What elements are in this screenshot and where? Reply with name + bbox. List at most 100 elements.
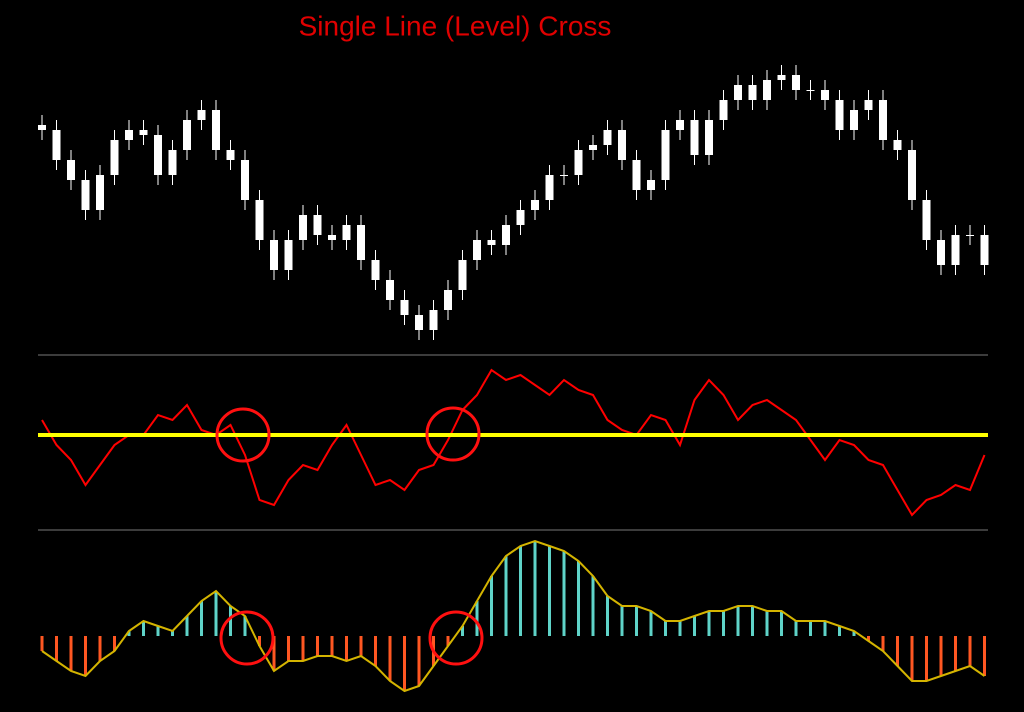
histogram-bar (185, 616, 189, 636)
candle-body (719, 100, 728, 120)
candle-body (618, 130, 626, 160)
histogram-bar (490, 576, 493, 636)
cross-circle (215, 407, 271, 463)
candle-body (110, 140, 119, 175)
histogram-bar (113, 636, 116, 651)
candle-body (487, 240, 496, 245)
candle-body (850, 110, 858, 130)
candle-body (705, 120, 713, 155)
histogram-bar (127, 631, 131, 636)
histogram-bar (751, 606, 754, 636)
histogram-bar (272, 636, 276, 671)
histogram-bar (867, 636, 870, 641)
candle-body (67, 160, 75, 180)
candle-body (96, 175, 104, 210)
histogram-bar (548, 546, 551, 636)
histogram-bar (229, 606, 232, 636)
candle-body (908, 150, 916, 200)
histogram-bar (910, 636, 914, 681)
histogram-bar (388, 636, 392, 681)
candle-body (313, 215, 322, 235)
histogram-bar (925, 636, 928, 681)
candle-body (154, 135, 162, 175)
candle-body (139, 130, 148, 135)
candle-body (444, 290, 452, 310)
histogram-bar (852, 631, 856, 636)
histogram-bar (519, 546, 522, 636)
histogram-bar (258, 636, 261, 646)
candle-body (357, 225, 365, 260)
histogram-bar (649, 611, 653, 636)
candle-body (299, 215, 307, 240)
histogram-bar (84, 636, 87, 676)
candle-body (792, 75, 800, 90)
candle-body (835, 100, 844, 130)
candle-body (502, 225, 510, 245)
chart-title: Single Line (Level) Cross (299, 10, 612, 41)
histogram-bar (40, 636, 44, 651)
candle-body (966, 235, 974, 236)
marks (38, 65, 989, 693)
histogram-bar (359, 636, 363, 656)
histogram-bar (301, 636, 305, 661)
candle-body (951, 235, 960, 265)
candle-body (589, 145, 597, 150)
histogram-bar (591, 576, 595, 636)
histogram-bar (171, 631, 174, 636)
candle-body (270, 240, 278, 270)
candle-body (676, 120, 684, 130)
candle-body (342, 225, 351, 240)
candle-body (922, 200, 931, 240)
candle-body (168, 150, 177, 175)
candle-body (574, 150, 583, 175)
candle-body (473, 240, 481, 260)
histogram-bar (794, 621, 798, 636)
histogram-bar (968, 636, 972, 666)
candle-body (980, 235, 989, 265)
histogram-bar (678, 621, 682, 636)
candle-body (328, 235, 336, 240)
candle-body (183, 120, 191, 150)
histogram-bar (606, 596, 609, 636)
histogram-bar (287, 636, 290, 661)
histogram-bar (55, 636, 58, 661)
histogram-bar (983, 636, 986, 676)
histogram-bar (722, 611, 725, 636)
candle-body (879, 100, 887, 140)
candle-body (255, 200, 264, 240)
histogram-bar (345, 636, 348, 661)
oscillator-line (41, 368, 986, 517)
histogram-bar (533, 541, 537, 636)
candle-body (516, 210, 525, 225)
histogram-bar (374, 636, 377, 666)
histogram-bar (736, 606, 740, 636)
candle-body (226, 150, 235, 160)
candle-body (458, 260, 467, 290)
candle-body (647, 180, 655, 190)
cross-circle (219, 610, 275, 666)
cross-circle (428, 610, 484, 666)
candle-body (864, 100, 873, 110)
histogram-bar (316, 636, 319, 656)
candle-body (429, 310, 438, 330)
candle-body (38, 125, 46, 130)
histogram-bar (765, 611, 769, 636)
histogram-bar (823, 621, 827, 636)
candle-body (241, 160, 249, 200)
candle-body (400, 300, 409, 315)
histogram-bar (707, 611, 711, 636)
histogram-bar (156, 626, 160, 636)
histogram-bar (200, 601, 203, 636)
candle-body (603, 130, 612, 145)
candle-body (52, 130, 61, 160)
histogram-bar (780, 611, 783, 636)
candle-body (125, 130, 133, 140)
candle-body (661, 130, 670, 180)
histogram-bar (620, 606, 624, 636)
candle-body (531, 200, 539, 210)
candle-body (734, 85, 742, 100)
candle-body (415, 315, 423, 330)
candle-body (197, 110, 206, 120)
histogram-bar (664, 621, 667, 636)
